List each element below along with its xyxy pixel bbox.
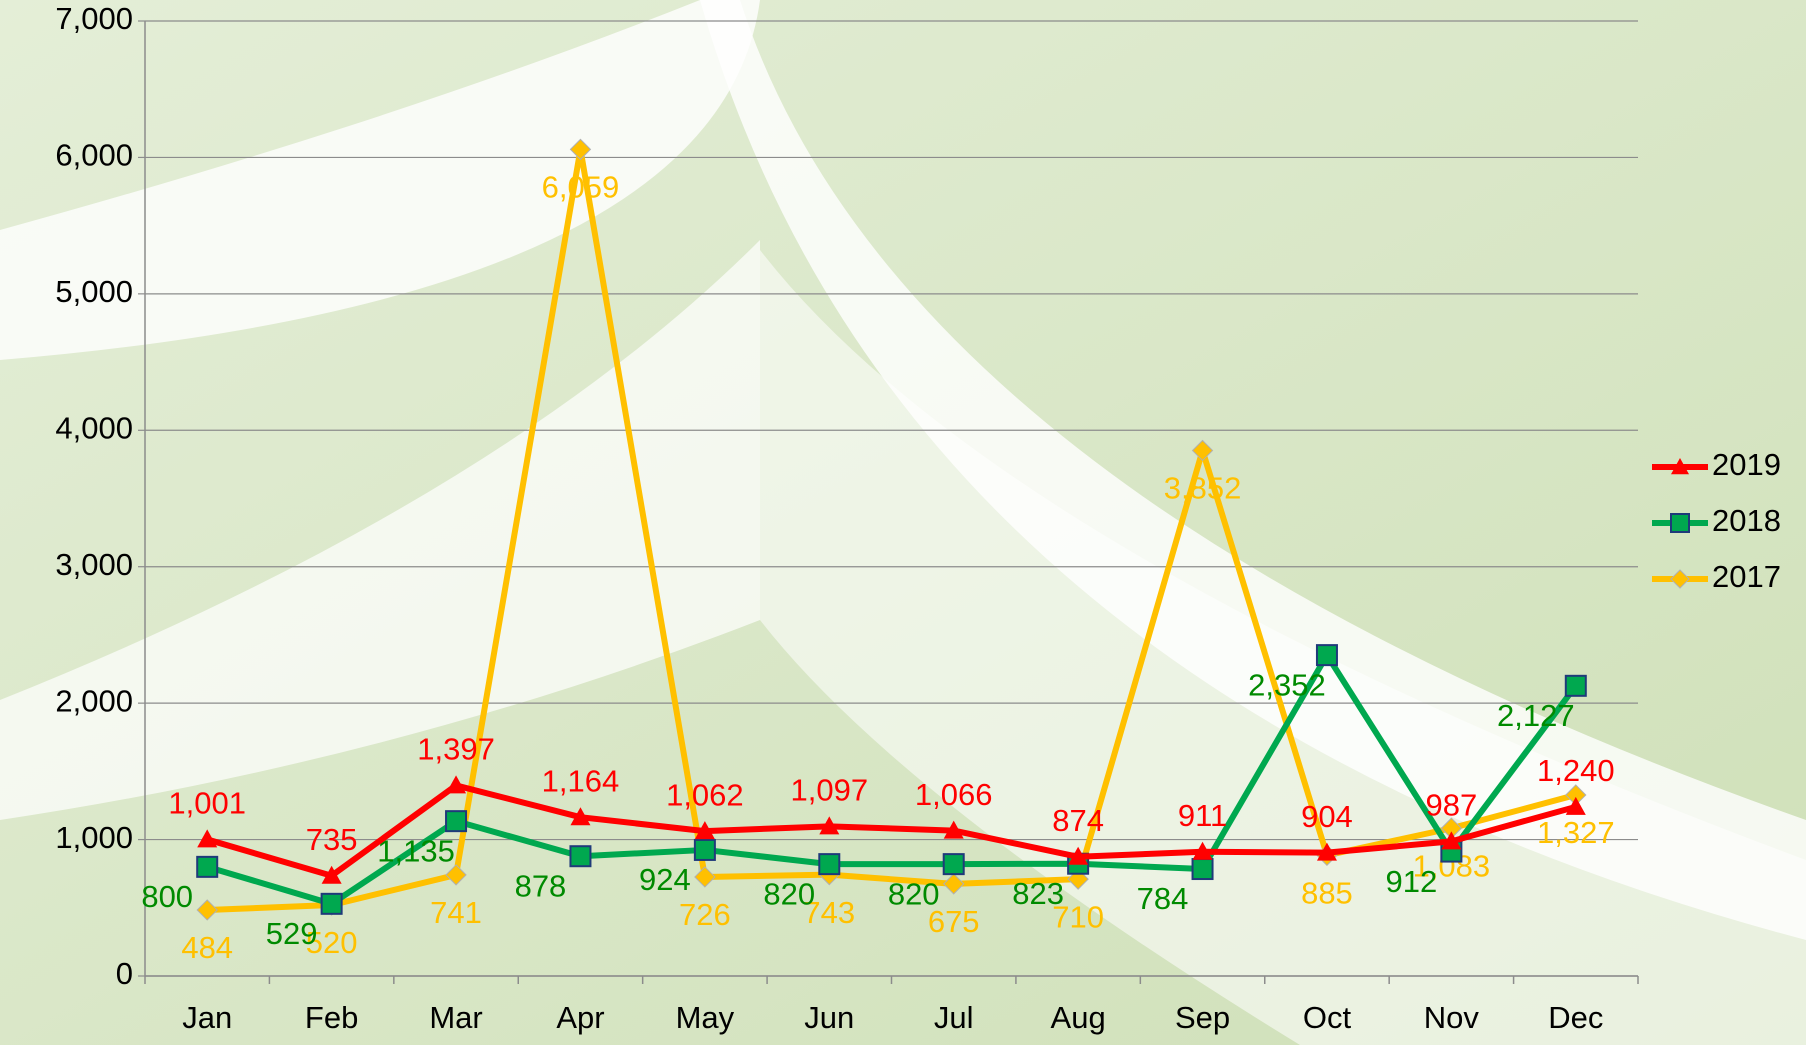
data-label: 735 bbox=[306, 822, 358, 857]
data-label: 1,001 bbox=[168, 786, 246, 821]
marker bbox=[1564, 674, 1587, 697]
data-label: 3,852 bbox=[1164, 471, 1242, 506]
x-tick-label: Sep bbox=[1175, 1000, 1230, 1035]
marker bbox=[1192, 841, 1213, 860]
data-label: 800 bbox=[141, 879, 193, 914]
x-tick-label: Feb bbox=[305, 1000, 358, 1035]
x-tick-label: Dec bbox=[1548, 1000, 1603, 1035]
data-label: 1,164 bbox=[542, 763, 620, 798]
marker bbox=[1565, 796, 1586, 815]
marker bbox=[942, 853, 965, 876]
marker bbox=[1068, 846, 1089, 865]
x-tick-label: May bbox=[676, 1000, 735, 1035]
data-label: 1,240 bbox=[1537, 753, 1615, 788]
y-tick-label: 5,000 bbox=[55, 274, 133, 309]
data-label: 820 bbox=[763, 876, 815, 911]
y-tick-label: 0 bbox=[116, 956, 133, 991]
marker bbox=[1441, 831, 1462, 850]
marker bbox=[1191, 439, 1214, 462]
y-tick-label: 3,000 bbox=[55, 547, 133, 582]
y-tick-label: 2,000 bbox=[55, 683, 133, 718]
x-tick-label: Apr bbox=[556, 1000, 604, 1035]
data-label: 484 bbox=[181, 930, 233, 965]
marker bbox=[819, 816, 840, 835]
data-label: 911 bbox=[1178, 798, 1227, 833]
bg-shape bbox=[0, 240, 760, 820]
data-label: 874 bbox=[1052, 803, 1104, 838]
marker bbox=[1316, 842, 1337, 861]
x-tick-label: Jan bbox=[182, 1000, 232, 1035]
marker bbox=[694, 866, 716, 888]
data-label: 1,062 bbox=[666, 777, 744, 812]
x-tick-label: Jul bbox=[934, 1000, 974, 1035]
data-label: 1,397 bbox=[417, 732, 495, 767]
marker bbox=[569, 138, 592, 161]
data-label: 912 bbox=[1386, 864, 1438, 899]
marker bbox=[693, 838, 716, 861]
legend-label: 2018 bbox=[1712, 503, 1781, 538]
marker bbox=[445, 810, 468, 833]
marker bbox=[1191, 858, 1214, 881]
data-label: 520 bbox=[306, 925, 358, 960]
marker bbox=[569, 845, 592, 868]
data-label: 878 bbox=[515, 868, 567, 903]
series-line bbox=[206, 652, 1579, 907]
data-label: 904 bbox=[1301, 799, 1353, 834]
data-label: 1,097 bbox=[791, 773, 869, 808]
y-tick-label: 6,000 bbox=[55, 138, 133, 173]
marker bbox=[445, 864, 467, 886]
legend-label: 2017 bbox=[1712, 559, 1781, 594]
marker bbox=[943, 873, 965, 895]
data-label: 1,066 bbox=[915, 777, 993, 812]
data-label: 710 bbox=[1052, 899, 1104, 934]
data-label: 743 bbox=[803, 895, 855, 930]
data-label: 6,059 bbox=[542, 170, 620, 205]
x-tick-label: Jun bbox=[804, 1000, 854, 1035]
legend-label: 2019 bbox=[1712, 447, 1781, 482]
marker bbox=[943, 820, 964, 839]
marker bbox=[1670, 513, 1690, 533]
y-tick-label: 4,000 bbox=[55, 410, 133, 445]
marker bbox=[197, 829, 218, 848]
x-tick-label: Aug bbox=[1051, 1000, 1106, 1035]
data-label: 924 bbox=[639, 862, 691, 897]
data-label: 885 bbox=[1301, 875, 1353, 910]
marker bbox=[570, 807, 591, 826]
marker bbox=[1671, 458, 1689, 475]
marker bbox=[694, 821, 715, 840]
y-tick-label: 1,000 bbox=[55, 820, 133, 855]
data-label: 987 bbox=[1426, 788, 1478, 823]
marker bbox=[818, 853, 841, 876]
marker bbox=[1670, 569, 1690, 589]
x-tick-label: Mar bbox=[429, 1000, 482, 1035]
marker bbox=[1315, 644, 1338, 667]
marker bbox=[196, 899, 218, 921]
data-label: 2,352 bbox=[1248, 667, 1326, 702]
marker bbox=[321, 865, 342, 884]
marker bbox=[196, 855, 219, 878]
data-label: 675 bbox=[928, 904, 980, 939]
x-tick-label: Nov bbox=[1424, 1000, 1480, 1035]
data-label: 529 bbox=[266, 916, 318, 951]
data-label: 1,327 bbox=[1537, 815, 1615, 850]
series-line bbox=[206, 782, 1577, 879]
data-label: 2,127 bbox=[1497, 698, 1575, 733]
marker bbox=[446, 775, 467, 794]
bg-shape bbox=[0, 0, 760, 360]
y-tick-label: 7,000 bbox=[55, 1, 133, 36]
data-label: 726 bbox=[679, 897, 731, 932]
data-label: 741 bbox=[430, 895, 482, 930]
data-label: 784 bbox=[1137, 881, 1189, 916]
x-tick-label: Oct bbox=[1303, 1000, 1352, 1035]
marker bbox=[320, 892, 343, 915]
data-label: 1,135 bbox=[377, 833, 455, 868]
data-label: 820 bbox=[888, 876, 940, 911]
data-label: 823 bbox=[1012, 876, 1064, 911]
